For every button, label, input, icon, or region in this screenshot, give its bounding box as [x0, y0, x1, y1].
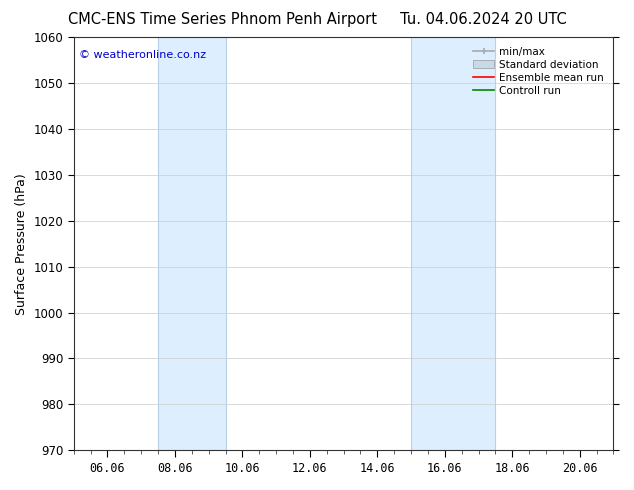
Y-axis label: Surface Pressure (hPa): Surface Pressure (hPa) [15, 173, 28, 315]
Text: © weatheronline.co.nz: © weatheronline.co.nz [79, 49, 206, 60]
Text: CMC-ENS Time Series Phnom Penh Airport     Tu. 04.06.2024 20 UTC: CMC-ENS Time Series Phnom Penh Airport T… [68, 12, 566, 27]
Bar [411, 37, 495, 450]
Legend: min/max, Standard deviation, Ensemble mean run, Controll run: min/max, Standard deviation, Ensemble me… [469, 42, 608, 100]
Bar [158, 37, 226, 450]
